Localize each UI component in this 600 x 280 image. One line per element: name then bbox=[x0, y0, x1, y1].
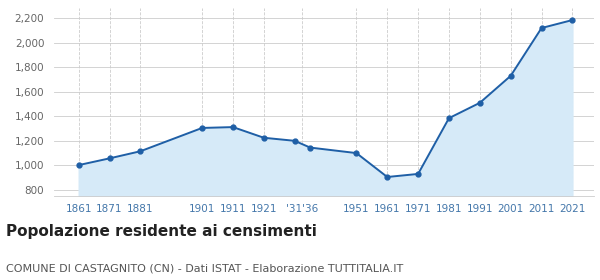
Text: Popolazione residente ai censimenti: Popolazione residente ai censimenti bbox=[6, 224, 317, 239]
Text: COMUNE DI CASTAGNITO (CN) - Dati ISTAT - Elaborazione TUTTITALIA.IT: COMUNE DI CASTAGNITO (CN) - Dati ISTAT -… bbox=[6, 263, 403, 273]
